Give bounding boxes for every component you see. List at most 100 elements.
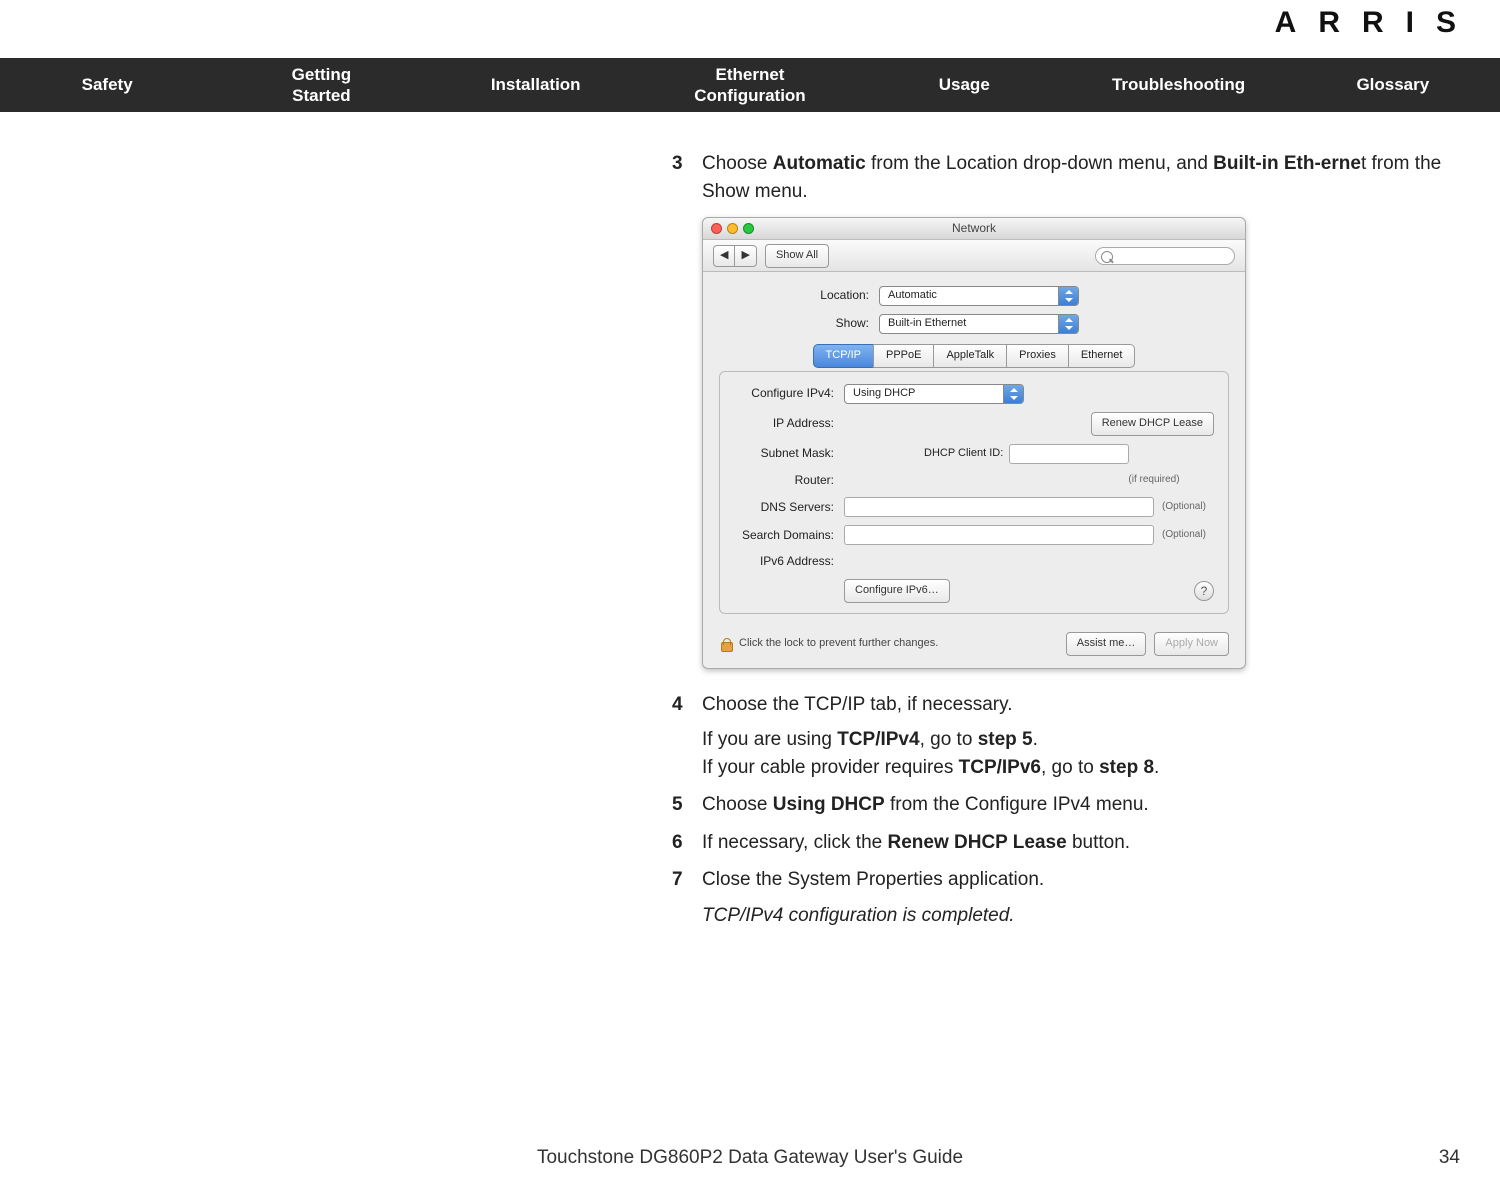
chevron-updown-icon: [1003, 385, 1023, 403]
back-button[interactable]: ◀: [713, 245, 734, 267]
nav-arrows: ◀ ▶: [713, 245, 757, 267]
ip-address-label: IP Address:: [734, 415, 844, 432]
step-3-bold2: Built-in Eth-erne: [1213, 153, 1361, 174]
location-select[interactable]: Automatic: [879, 286, 1079, 306]
step-3-text-mid: from the Location drop-down menu, and: [866, 153, 1213, 174]
search-input[interactable]: [1095, 247, 1235, 265]
step-4-sub2-b1: TCP/IPv6: [959, 757, 1041, 778]
step-4-sub1-b2: step 5: [978, 729, 1033, 750]
step-7-text: Close the System Properties application.: [702, 869, 1044, 890]
if-required-note: (if required): [1094, 473, 1214, 488]
dhcp-client-id-label: DHCP Client ID:: [924, 446, 1003, 462]
subnet-mask-label: Subnet Mask:: [734, 445, 844, 462]
step-4: 4 Choose the TCP/IP tab, if necessary. I…: [672, 691, 1482, 782]
tcpip-panel: Configure IPv4: Using DHCP IP Address: R…: [719, 371, 1229, 614]
step-6-b: Renew DHCP Lease: [888, 832, 1067, 853]
renew-dhcp-button[interactable]: Renew DHCP Lease: [1091, 412, 1214, 436]
step-6-num: 6: [672, 829, 702, 857]
mac-body: Location: Automatic Show: Built-in Ether…: [703, 272, 1245, 624]
step-3: 3 Choose Automatic from the Location dro…: [672, 150, 1482, 205]
step-5-b: Using DHCP: [773, 794, 885, 815]
step-7-body: Close the System Properties application.…: [702, 866, 1482, 929]
chevron-updown-icon: [1058, 315, 1078, 333]
page-number: 34: [1439, 1147, 1460, 1169]
apply-now-button[interactable]: Apply Now: [1154, 632, 1229, 656]
tab-proxies[interactable]: Proxies: [1006, 344, 1069, 368]
location-value: Automatic: [888, 288, 937, 304]
show-select[interactable]: Built-in Ethernet: [879, 314, 1079, 334]
step-4-sub1-pre: If you are using: [702, 729, 837, 750]
router-label: Router:: [734, 472, 844, 489]
search-domains-input[interactable]: [844, 525, 1154, 545]
dns-servers-input[interactable]: [844, 497, 1154, 517]
mac-footer: Click the lock to prevent further change…: [703, 624, 1245, 668]
show-label: Show:: [719, 315, 879, 332]
configure-ipv4-select[interactable]: Using DHCP: [844, 384, 1024, 404]
step-4-body: Choose the TCP/IP tab, if necessary. If …: [702, 691, 1482, 782]
optional-note-2: (Optional): [1162, 528, 1214, 543]
mac-window-title: Network: [703, 220, 1245, 237]
step-4-sub2-post: .: [1154, 757, 1159, 778]
configure-ipv6-button[interactable]: Configure IPv6…: [844, 579, 950, 603]
mac-network-window: Network ◀ ▶ Show All Location: Automatic…: [702, 217, 1246, 669]
mac-titlebar: Network: [703, 218, 1245, 240]
step-5-body: Choose Using DHCP from the Configure IPv…: [702, 791, 1482, 819]
step-4-sub1-mid: , go to: [920, 729, 978, 750]
show-all-button[interactable]: Show All: [765, 244, 829, 268]
step-4-sub1-b1: TCP/IPv4: [837, 729, 919, 750]
step-4-num: 4: [672, 691, 702, 782]
forward-button[interactable]: ▶: [734, 245, 756, 267]
step-6: 6 If necessary, click the Renew DHCP Lea…: [672, 829, 1482, 857]
nav-usage[interactable]: Usage: [857, 74, 1071, 95]
step-4-text: Choose the TCP/IP tab, if necessary.: [702, 694, 1013, 715]
dns-servers-label: DNS Servers:: [734, 499, 844, 516]
optional-note-1: (Optional): [1162, 500, 1214, 515]
step-5-pre: Choose: [702, 794, 773, 815]
step-4-sub2-b2: step 8: [1099, 757, 1154, 778]
step-5-post: from the Configure IPv4 menu.: [885, 794, 1149, 815]
search-domains-label: Search Domains:: [734, 527, 844, 544]
configure-ipv4-label: Configure IPv4:: [734, 385, 844, 402]
chevron-updown-icon: [1058, 287, 1078, 305]
tab-tcpip[interactable]: TCP/IP: [813, 344, 874, 368]
main-content: 3 Choose Automatic from the Location dro…: [672, 150, 1482, 939]
show-value: Built-in Ethernet: [888, 316, 966, 332]
nav-getting-started[interactable]: Getting Started: [214, 64, 428, 107]
lock-text: Click the lock to prevent further change…: [739, 636, 938, 652]
dhcp-client-id-input[interactable]: [1009, 444, 1129, 464]
assist-me-button[interactable]: Assist me…: [1066, 632, 1147, 656]
nav-ethernet-config[interactable]: Ethernet Configuration: [643, 64, 857, 107]
top-nav: Safety Getting Started Installation Ethe…: [0, 58, 1500, 112]
brand-logo: ARRIS: [1275, 6, 1478, 40]
step-3-text-pre: Choose: [702, 153, 773, 174]
nav-glossary[interactable]: Glossary: [1286, 74, 1500, 95]
step-6-body: If necessary, click the Renew DHCP Lease…: [702, 829, 1482, 857]
step-4-sub1-post: .: [1033, 729, 1038, 750]
step-4-sub2-pre: If your cable provider requires: [702, 757, 959, 778]
step-3-bold1: Automatic: [773, 153, 866, 174]
page-footer-title: Touchstone DG860P2 Data Gateway User's G…: [0, 1147, 1500, 1169]
tabbar: TCP/IP PPPoE AppleTalk Proxies Ethernet: [719, 344, 1229, 368]
step-4-sub2-mid: , go to: [1041, 757, 1099, 778]
step-6-pre: If necessary, click the: [702, 832, 888, 853]
step-7-italic: TCP/IPv4 configuration is completed.: [702, 902, 1482, 930]
tab-ethernet[interactable]: Ethernet: [1068, 344, 1136, 368]
step-3-body: Choose Automatic from the Location drop-…: [702, 150, 1482, 205]
step-5: 5 Choose Using DHCP from the Configure I…: [672, 791, 1482, 819]
lock-icon[interactable]: [719, 637, 733, 651]
tab-appletalk[interactable]: AppleTalk: [933, 344, 1007, 368]
configure-ipv4-value: Using DHCP: [853, 386, 915, 402]
step-7: 7 Close the System Properties applicatio…: [672, 866, 1482, 929]
step-3-num: 3: [672, 150, 702, 205]
step-6-post: button.: [1067, 832, 1130, 853]
help-button[interactable]: ?: [1194, 581, 1214, 601]
tab-pppoe[interactable]: PPPoE: [873, 344, 934, 368]
mac-toolbar: ◀ ▶ Show All: [703, 240, 1245, 272]
nav-installation[interactable]: Installation: [429, 74, 643, 95]
nav-troubleshooting[interactable]: Troubleshooting: [1071, 74, 1285, 95]
ipv6-address-label: IPv6 Address:: [734, 553, 844, 570]
nav-safety[interactable]: Safety: [0, 74, 214, 95]
step-5-num: 5: [672, 791, 702, 819]
location-label: Location:: [719, 287, 879, 304]
step-7-num: 7: [672, 866, 702, 929]
